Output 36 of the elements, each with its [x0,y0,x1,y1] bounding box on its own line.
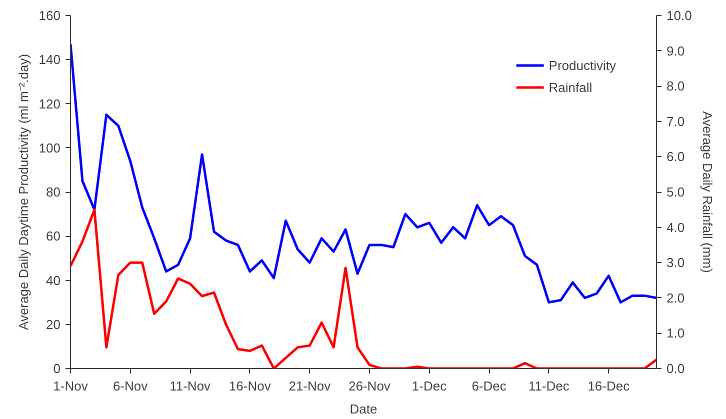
y-tick-label: 20 [46,316,61,332]
x-tick-label: 21-Nov [288,378,332,394]
y2-tick-label: 7.0 [666,114,685,129]
x-axis-title: Date [350,402,378,416]
y2-tick-label: 0.0 [666,361,685,376]
y2-tick-label: 1.0 [666,326,685,341]
y-axis-title: Average Daily Daytime Productivity (ml m⁻².day) [16,54,31,330]
y2-tick-label: 10.0 [666,8,692,23]
x-tick-label: 26-Nov [348,378,391,394]
y2-tick-label: 3.0 [666,255,685,270]
legend-label: Rainfall [548,80,592,94]
x-tick-label: 16-Nov [228,378,272,394]
y2-axis-title: Average Daily Rainfall (mm) [700,111,715,273]
y2-tick-label: 8.0 [666,78,685,94]
x-tick-label: 11-Nov [170,378,212,394]
line-series [70,42,656,304]
y2-tick-label: 9.0 [666,43,685,58]
y2-tick-label: 6.0 [666,149,685,164]
y2-tick-label: 2.0 [666,290,685,306]
y-tick-label: 140 [38,52,61,68]
y-tick-label: 100 [38,140,61,156]
x-tick-label: 6-Nov [112,378,148,394]
y-tick-label: 60 [46,228,61,244]
y-tick-label: 80 [46,184,61,200]
y2-tick-label: 5.0 [666,184,685,200]
y-tick-label: 40 [46,272,61,288]
legend-label: Productivity [548,58,616,72]
x-tick-label: 16-Dec [588,378,630,394]
y-tick-label: 160 [38,8,61,23]
x-tick-label: 1-Nov [53,378,88,394]
y-tick-label: 120 [38,96,61,112]
x-tick-label: 1-Dec [412,378,448,394]
y2-tick-label: 4.0 [666,220,685,235]
y-tick-label: 0 [53,361,61,376]
x-tick-label: 6-Dec [472,378,507,394]
x-tick-label: 11-Dec [528,378,570,394]
